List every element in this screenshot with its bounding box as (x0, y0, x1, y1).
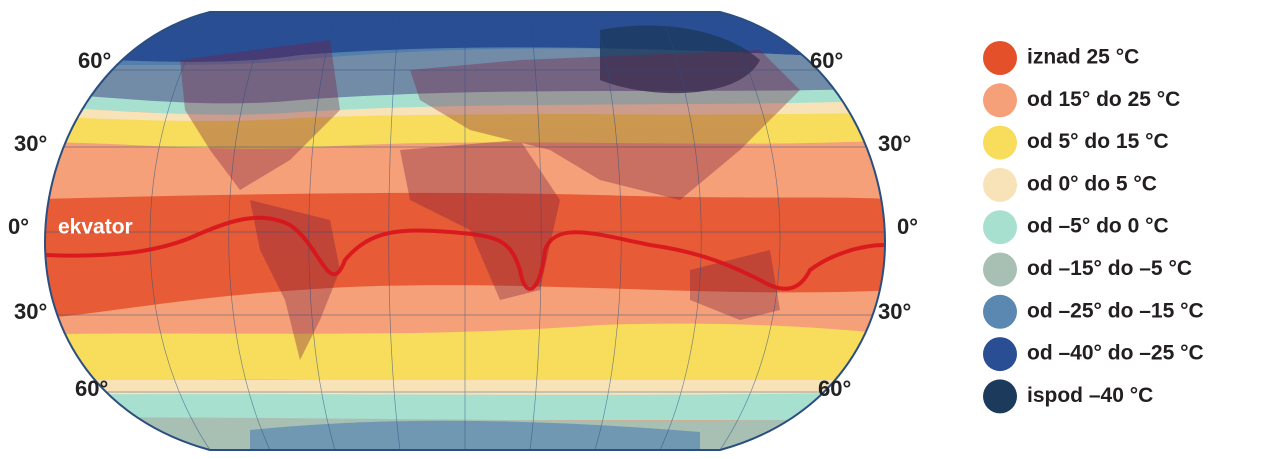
legend-swatch (983, 125, 1017, 160)
latitude-label: 30° (878, 299, 911, 324)
legend-swatch (983, 41, 1017, 75)
legend-label: ispod –40 °C (1027, 384, 1153, 407)
equator-line (45, 215, 885, 291)
legend-label: od –15° do –5 °C (1027, 257, 1192, 280)
continents (180, 40, 800, 360)
legend-swatch (983, 379, 1017, 414)
legend-label: od 5° do 15 °C (1027, 130, 1169, 153)
temperature-zones (45, 12, 885, 450)
legend-swatch (983, 83, 1017, 118)
legend-swatch (983, 252, 1017, 287)
latitude-label: 30° (14, 131, 47, 156)
latitude-label: 60° (818, 376, 851, 401)
legend-label: od –5° do 0 °C (1027, 215, 1169, 238)
latitude-label: 0° (897, 214, 918, 239)
latitude-label: 60° (810, 48, 843, 73)
legend-label: od –25° do –15 °C (1027, 299, 1204, 322)
latitude-label: 60° (78, 48, 111, 73)
legend-swatch (983, 210, 1017, 245)
latitude-label: 0° (8, 214, 29, 239)
equator-label: ekvator (58, 216, 133, 239)
latitude-label: 30° (14, 299, 47, 324)
latitude-label: 60° (75, 376, 108, 401)
legend-swatch (983, 337, 1017, 372)
latitude-label: 30° (878, 131, 911, 156)
legend-label: od 0° do 5 °C (1027, 172, 1157, 195)
legend-label: iznad 25 °C (1027, 46, 1139, 69)
map-outline (43, 11, 887, 451)
legend-label: od 15° do 25 °C (1027, 88, 1180, 111)
legend-swatch (983, 167, 1017, 202)
legend-label: od –40° do –25 °C (1027, 342, 1204, 365)
legend-swatch (983, 294, 1017, 329)
